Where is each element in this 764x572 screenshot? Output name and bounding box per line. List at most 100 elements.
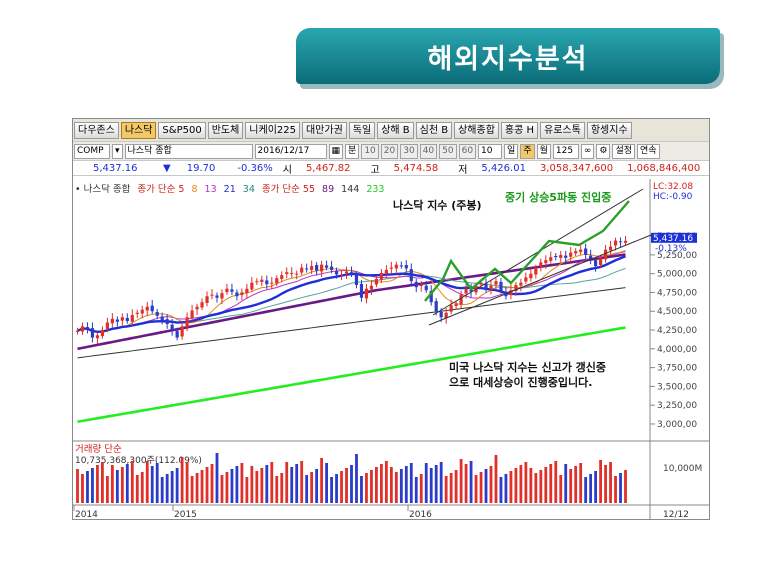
volume-bar [469, 461, 473, 503]
volume-bar [110, 465, 114, 503]
quote-amount: 1,068,846,400 [627, 162, 701, 174]
volume-bar [494, 455, 498, 503]
volume-bar [549, 464, 553, 503]
continuous-button[interactable]: 연속 [637, 143, 660, 159]
volume-bar [519, 465, 523, 503]
candle-body [444, 312, 448, 319]
volume-bar [160, 477, 164, 503]
volume-bar [150, 466, 154, 503]
volume-bar [489, 466, 493, 503]
day-button[interactable]: 일 [504, 143, 519, 159]
settings-button[interactable]: 설정 [612, 143, 636, 159]
volume-bar [275, 476, 279, 503]
volume-bar [225, 472, 229, 503]
period-button-5[interactable]: 60 [458, 143, 477, 159]
tab-8[interactable]: 심천 B [415, 121, 453, 139]
tab-3[interactable]: 반도체 [207, 121, 244, 139]
period-button-3[interactable]: 40 [419, 143, 438, 159]
code-search-button[interactable]: ▾ [112, 143, 123, 159]
code-field[interactable]: COMP [74, 143, 110, 159]
volume-bar [624, 470, 627, 503]
volume-bar [579, 463, 583, 503]
name-field[interactable]: 나스닥 종합 [124, 143, 253, 159]
settings-icon[interactable]: ⚙ [596, 143, 611, 159]
volume-bar [185, 462, 189, 503]
legend-ma-144: 144 [341, 184, 360, 195]
link-icon[interactable]: ∞ [580, 143, 595, 159]
quote-price: 5,437.16 [93, 162, 138, 174]
volume-bar [210, 464, 214, 503]
minute-button[interactable]: 분 [345, 143, 360, 159]
volume-bar [409, 463, 413, 503]
candle-body [613, 240, 618, 246]
volume-bar [375, 467, 378, 503]
quote-change-pct: -0.36% [237, 162, 273, 174]
period-count[interactable]: 10 [478, 143, 503, 159]
period-button-4[interactable]: 50 [439, 143, 457, 159]
ma-144-line [77, 287, 626, 359]
tab-10[interactable]: 홍콩 H [500, 121, 539, 139]
tab-5[interactable]: 대만가권 [301, 121, 347, 139]
volume-bar [320, 458, 324, 503]
quote-bar: 5,437.16 ▼ 19.70 -0.36% 시 5,467.82 고 5,4… [73, 160, 709, 176]
chart-title-annotation: 나스닥 지수 (주봉) [393, 198, 482, 212]
candle-body [75, 330, 80, 332]
volume-bar [370, 470, 373, 503]
tab-12[interactable]: 항셍지수 [586, 121, 632, 139]
ma-89-line [77, 253, 626, 351]
period-button-0[interactable]: 10 [361, 143, 379, 159]
tab-1[interactable]: 나스닥 [120, 121, 157, 139]
candle-body [464, 288, 468, 294]
candle-body [574, 251, 578, 254]
volume-bar [360, 476, 363, 503]
volume-bar [419, 474, 423, 503]
candle-body [434, 301, 438, 312]
volume-bar [105, 476, 109, 503]
tab-0[interactable]: 다우존스 [74, 121, 119, 139]
calendar-icon[interactable]: ▦ [328, 143, 344, 159]
candle-body [339, 274, 344, 276]
tab-9[interactable]: 상해종합 [454, 121, 499, 139]
price-tag: 5,437.16 [653, 234, 693, 244]
candle-body [519, 282, 523, 286]
candle-body [509, 290, 513, 296]
candle-body [205, 296, 209, 303]
tab-11[interactable]: 유로스톡 [540, 121, 585, 139]
tab-7[interactable]: 상해 B [377, 121, 414, 139]
ma-13-line [77, 251, 626, 333]
volume-bar [429, 468, 433, 503]
quote-high: 5,474.58 [393, 162, 439, 174]
candle-body [115, 319, 119, 322]
tab-6[interactable]: 독일 [348, 121, 376, 139]
candle-body [275, 278, 279, 284]
volume-bar [81, 474, 84, 503]
bar-count[interactable]: 125 [552, 143, 579, 159]
volume-bar [305, 475, 309, 503]
slide-title-banner: 해외지수분석 [296, 28, 720, 84]
volume-bar [584, 477, 588, 503]
period-button-2[interactable]: 30 [400, 143, 418, 159]
candle-body [404, 265, 408, 269]
volume-bar [125, 464, 129, 503]
candle-body [449, 305, 453, 312]
period-button-1[interactable]: 20 [380, 143, 399, 159]
date-field[interactable]: 2016/12/17 [254, 143, 327, 159]
volume-bar [155, 463, 159, 503]
volume-bar [205, 467, 209, 503]
y-tick-label: 5,250,00 [657, 251, 697, 261]
candle-body [359, 283, 364, 298]
tab-4[interactable]: 니케이225 [245, 121, 300, 139]
volume-bar [614, 476, 617, 503]
high-label: 고 [370, 164, 380, 176]
week-button[interactable]: 주 [520, 143, 535, 159]
candle-body [290, 272, 294, 274]
month-button[interactable]: 월 [536, 143, 551, 159]
candle-body [220, 293, 224, 299]
volume-bar [394, 472, 398, 503]
volume-bar [255, 471, 259, 503]
volume-bar [569, 469, 573, 503]
comment-line-1: 미국 나스닥 지수는 신고가 갱신중 [449, 360, 606, 374]
volume-bar [195, 473, 199, 503]
volume-bar [524, 462, 528, 503]
tab-2[interactable]: S&P500 [158, 121, 206, 139]
